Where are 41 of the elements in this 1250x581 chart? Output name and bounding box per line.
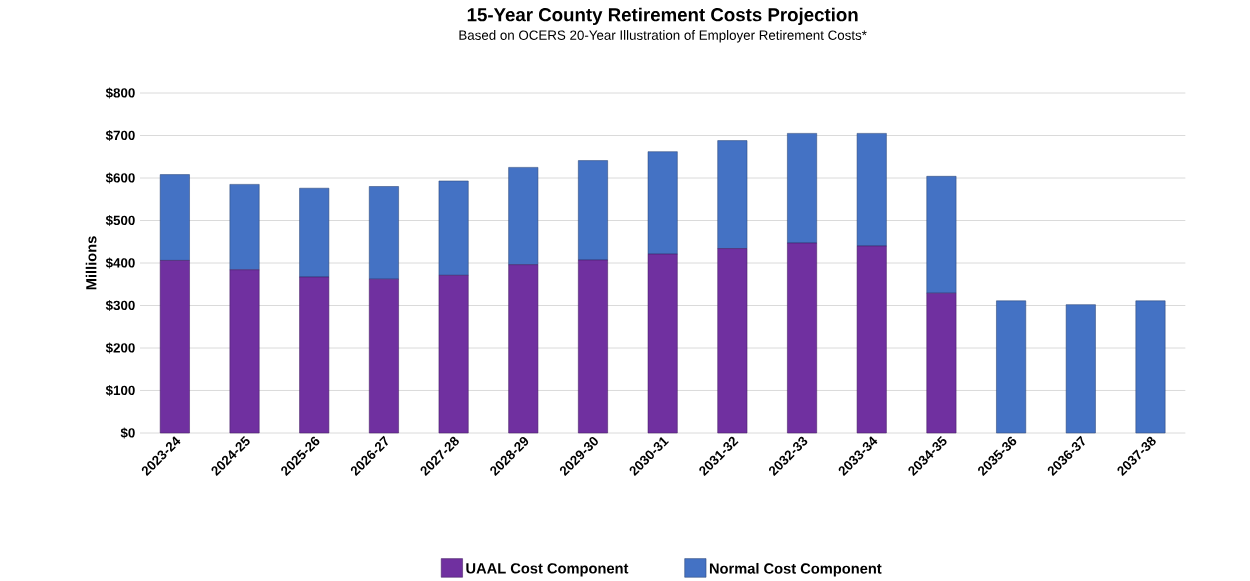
y-tick-label: $600	[105, 172, 135, 184]
y-tick-label: $800	[105, 87, 135, 99]
y-tick-label: $200	[105, 342, 135, 354]
legend-label: UAAL Cost Component	[466, 563, 629, 577]
bar	[787, 133, 817, 244]
bar	[717, 248, 748, 434]
bar	[159, 260, 190, 434]
bar	[229, 184, 260, 271]
bar	[299, 276, 330, 434]
bar	[438, 275, 469, 434]
bar	[647, 151, 678, 255]
chart-subtitle: Based on OCERS 20-Year Illustration of Employer Retirement Costs*	[459, 30, 867, 43]
bar	[438, 180, 469, 276]
bar	[578, 259, 608, 434]
bar	[368, 278, 399, 434]
y-tick-label: $700	[105, 130, 135, 141]
bar	[159, 174, 190, 261]
bar	[508, 167, 539, 266]
chart-title: 15-Year County Retirement Costs Projection	[467, 7, 858, 26]
y-tick-label: $500	[105, 215, 135, 226]
bar	[787, 242, 817, 434]
bar	[926, 292, 957, 434]
bar	[717, 140, 748, 249]
bar	[926, 176, 957, 294]
bar	[1065, 304, 1096, 434]
bar	[856, 133, 887, 247]
y-tick-label: $0	[120, 427, 135, 439]
bar	[229, 269, 260, 434]
bar	[996, 300, 1027, 434]
y-tick-label: $100	[105, 385, 135, 396]
bar	[647, 253, 678, 434]
y-tick-label: $300	[105, 300, 135, 311]
bar	[368, 186, 399, 280]
legend-label: Normal Cost Component	[709, 563, 882, 577]
bar	[856, 245, 887, 434]
y-axis-title: Millions	[85, 236, 97, 290]
y-tick-label: $400	[105, 257, 135, 269]
bar	[508, 264, 539, 434]
bar	[1135, 300, 1166, 434]
bar	[299, 187, 330, 278]
bar	[578, 160, 608, 261]
